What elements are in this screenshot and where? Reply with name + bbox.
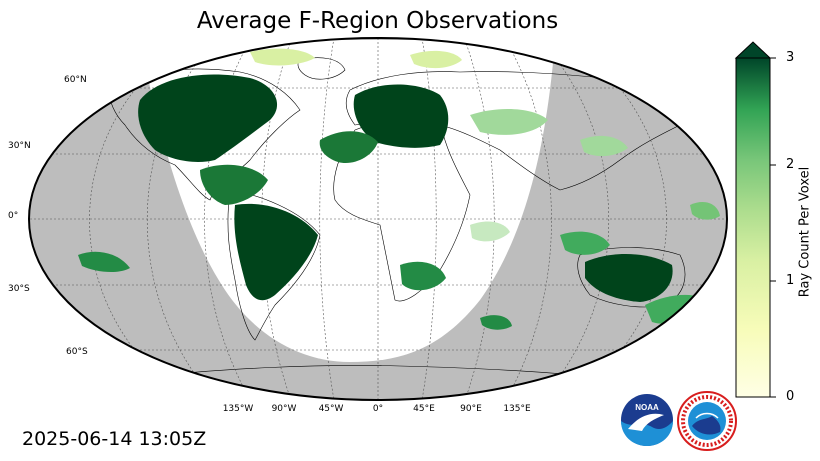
noaa-logo: NOAA xyxy=(621,394,673,446)
map-boundary xyxy=(28,37,728,401)
density-siberia xyxy=(410,50,462,69)
lon-label-135e: 135°E xyxy=(503,404,531,414)
colorbar-tick-3: 3 xyxy=(786,50,795,65)
noaa-logo-text: NOAA xyxy=(635,403,659,412)
density-south-atlantic xyxy=(480,315,512,330)
colorbar-label: Ray Count Per Voxel xyxy=(797,166,813,298)
timestamp: 2025-06-14 13:05Z xyxy=(22,428,207,450)
density-south-america xyxy=(234,203,318,301)
lat-label-30s: 30°S xyxy=(8,284,30,294)
colorbar-extend-arrow xyxy=(734,41,772,59)
lon-label-90e: 90°E xyxy=(460,404,482,414)
lon-label-90w: 90°W xyxy=(271,404,297,414)
density-north-africa xyxy=(319,131,378,164)
colorbar-tick-1: 1 xyxy=(786,273,795,288)
lon-label-0: 0° xyxy=(372,404,384,414)
density-southeast-asia xyxy=(560,231,610,255)
density-arctic xyxy=(250,48,315,66)
colorbar-gradient xyxy=(735,57,771,398)
colorbar-tick-0: 0 xyxy=(786,389,795,404)
lon-label-135w: 135°W xyxy=(222,404,254,414)
density-europe xyxy=(353,84,449,148)
density-southern-africa xyxy=(400,261,446,291)
density-australia xyxy=(585,254,673,302)
density-east-asia xyxy=(580,135,628,157)
colorbar xyxy=(734,41,776,398)
density-north-america xyxy=(138,74,278,162)
density-north-pacific xyxy=(78,251,130,273)
lat-label-60n: 60°N xyxy=(64,75,87,85)
lon-label-45e: 45°E xyxy=(413,404,435,414)
density-indian-ocean xyxy=(470,221,510,242)
lat-label-30n: 30°N xyxy=(8,141,31,151)
density-west-pacific xyxy=(690,202,720,220)
density-north-asia xyxy=(470,108,548,135)
colorbar-ticks xyxy=(770,57,776,398)
world-map xyxy=(28,37,728,401)
lon-label-45w: 45°W xyxy=(318,404,344,414)
observation-density xyxy=(78,48,720,330)
map-title: Average F-Region Observations xyxy=(196,8,559,34)
lat-label-equator: 0° xyxy=(8,211,19,221)
lat-label-60s: 60°S xyxy=(66,347,88,357)
density-central-america xyxy=(200,164,268,205)
colorbar-tick-2: 2 xyxy=(786,157,795,172)
nws-logo xyxy=(677,391,737,451)
